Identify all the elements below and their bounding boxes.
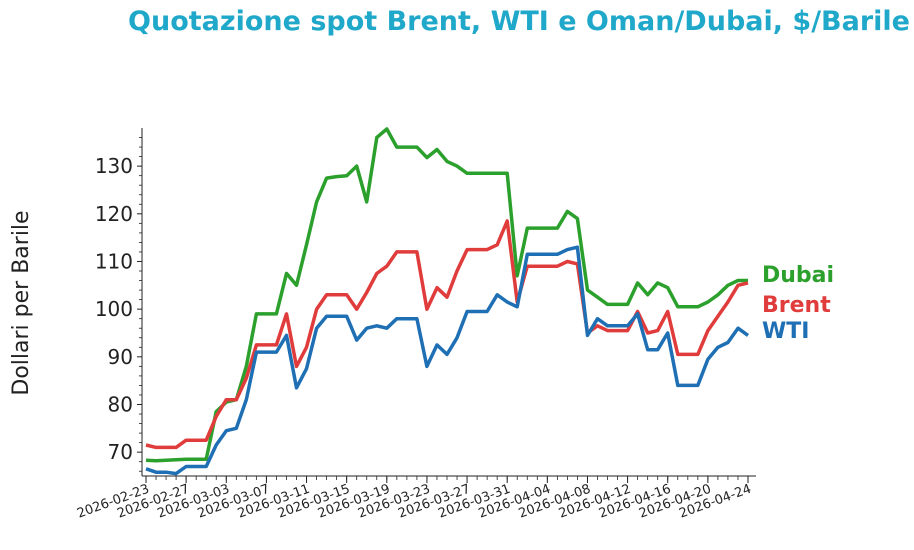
y-tick-label: 70	[108, 440, 133, 464]
y-tick-label: 80	[108, 392, 133, 416]
series-label-wti: WTI	[762, 319, 809, 344]
y-tick-label: 100	[95, 297, 133, 321]
series-label-dubai: Dubai	[762, 263, 834, 288]
chart-title: Quotazione spot Brent, WTI e Oman/Dubai,…	[128, 6, 910, 37]
y-tick-label: 90	[108, 345, 133, 369]
series-line-dubai	[145, 127, 748, 463]
series-label-brent: Brent	[762, 293, 831, 318]
y-tick-label: 110	[95, 249, 133, 273]
series-line-wti	[145, 245, 750, 476]
y-tick-label: 130	[95, 154, 133, 178]
y-tick-label: 120	[95, 202, 133, 226]
series-lines	[145, 127, 750, 476]
series-line-brent	[145, 219, 749, 450]
y-axis-label: Dollari per Barile	[9, 210, 34, 395]
x-axis: 2026-02-232026-02-272026-03-032026-03-07…	[75, 475, 756, 522]
y-axis: 70 80 90 100 110 120 130	[95, 128, 143, 476]
